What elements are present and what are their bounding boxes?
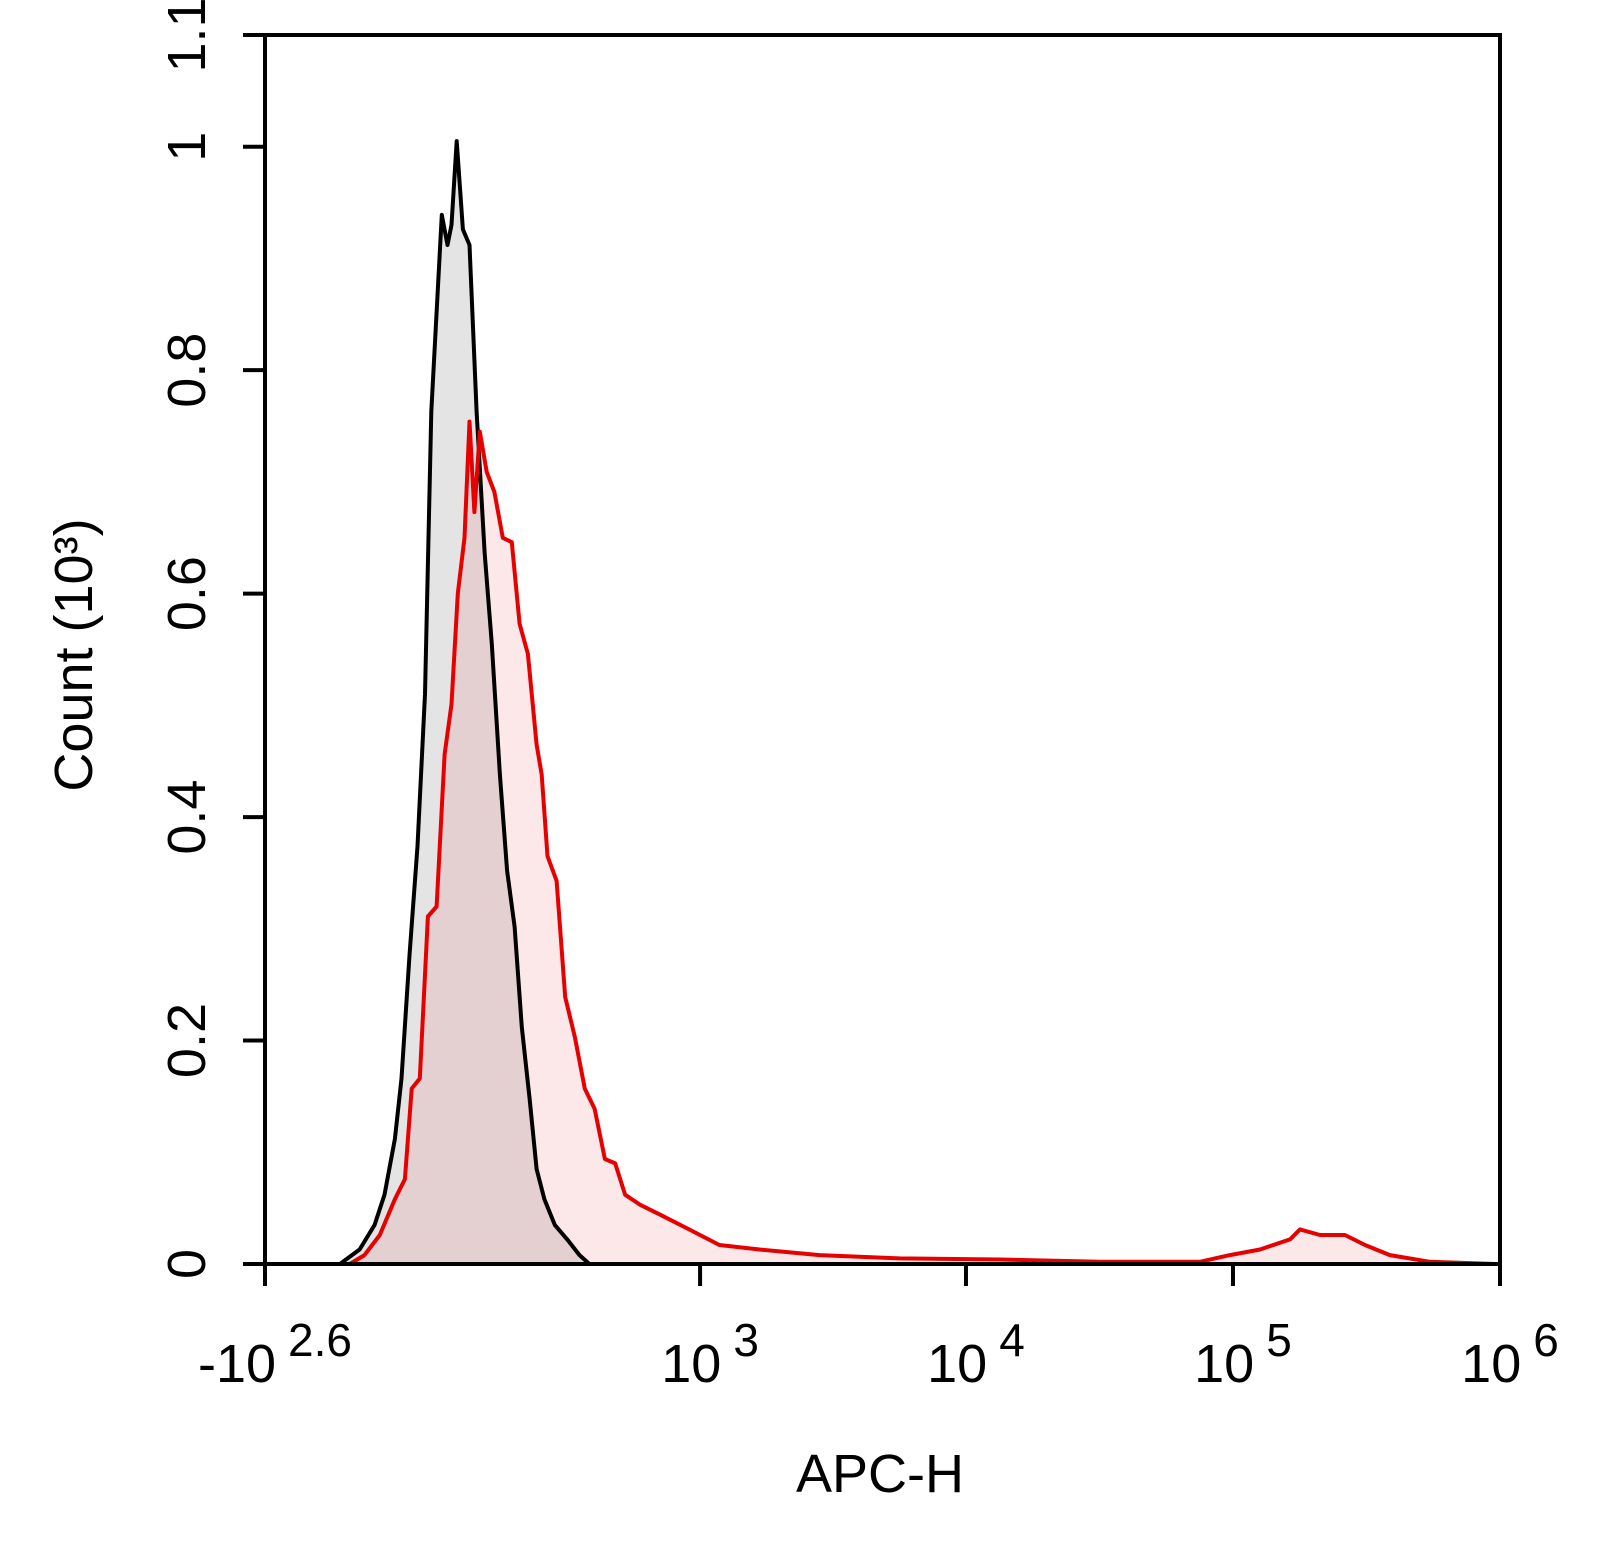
x-tick-label: 10 5 — [1194, 1314, 1292, 1394]
x-tick-base: 10 — [661, 1334, 721, 1394]
y-tick-label: 0 — [157, 1249, 217, 1279]
x-axis-label: APC-H — [796, 1444, 964, 1504]
y-tick-label: 0.2 — [157, 1003, 217, 1078]
x-tick-exponent: 5 — [1266, 1314, 1292, 1366]
area-fill — [339, 141, 590, 1265]
y-tick-label: 1.1 — [157, 0, 217, 73]
y-axis-label: Count (10³) — [44, 518, 104, 791]
x-tick-exponent: 4 — [999, 1314, 1025, 1366]
x-tick-exponent: 3 — [733, 1314, 759, 1366]
y-tick-label: 0.8 — [157, 333, 217, 408]
x-tick-exponent: 6 — [1533, 1314, 1559, 1366]
x-tick-base: 10 — [927, 1334, 987, 1394]
x-tick-label: 10 4 — [927, 1314, 1025, 1394]
y-tick-label: 0.6 — [157, 556, 217, 631]
x-tick-exponent: 2.6 — [288, 1314, 352, 1366]
area-fill — [349, 421, 1496, 1265]
x-tick-base: 10 — [1194, 1334, 1254, 1394]
histogram-line — [338, 139, 591, 1266]
x-tick-label: 10 6 — [1461, 1314, 1559, 1394]
x-tick-label: -10 2.6 — [198, 1314, 352, 1394]
histogram-line — [348, 419, 1496, 1266]
y-tick-label: 0.4 — [157, 780, 217, 855]
y-tick-label: 1 — [157, 132, 217, 162]
x-tick-base: 10 — [1461, 1334, 1521, 1394]
x-tick-base: -10 — [198, 1334, 276, 1394]
plot-frame — [263, 33, 1502, 1266]
x-tick-label: 10 3 — [661, 1314, 759, 1394]
